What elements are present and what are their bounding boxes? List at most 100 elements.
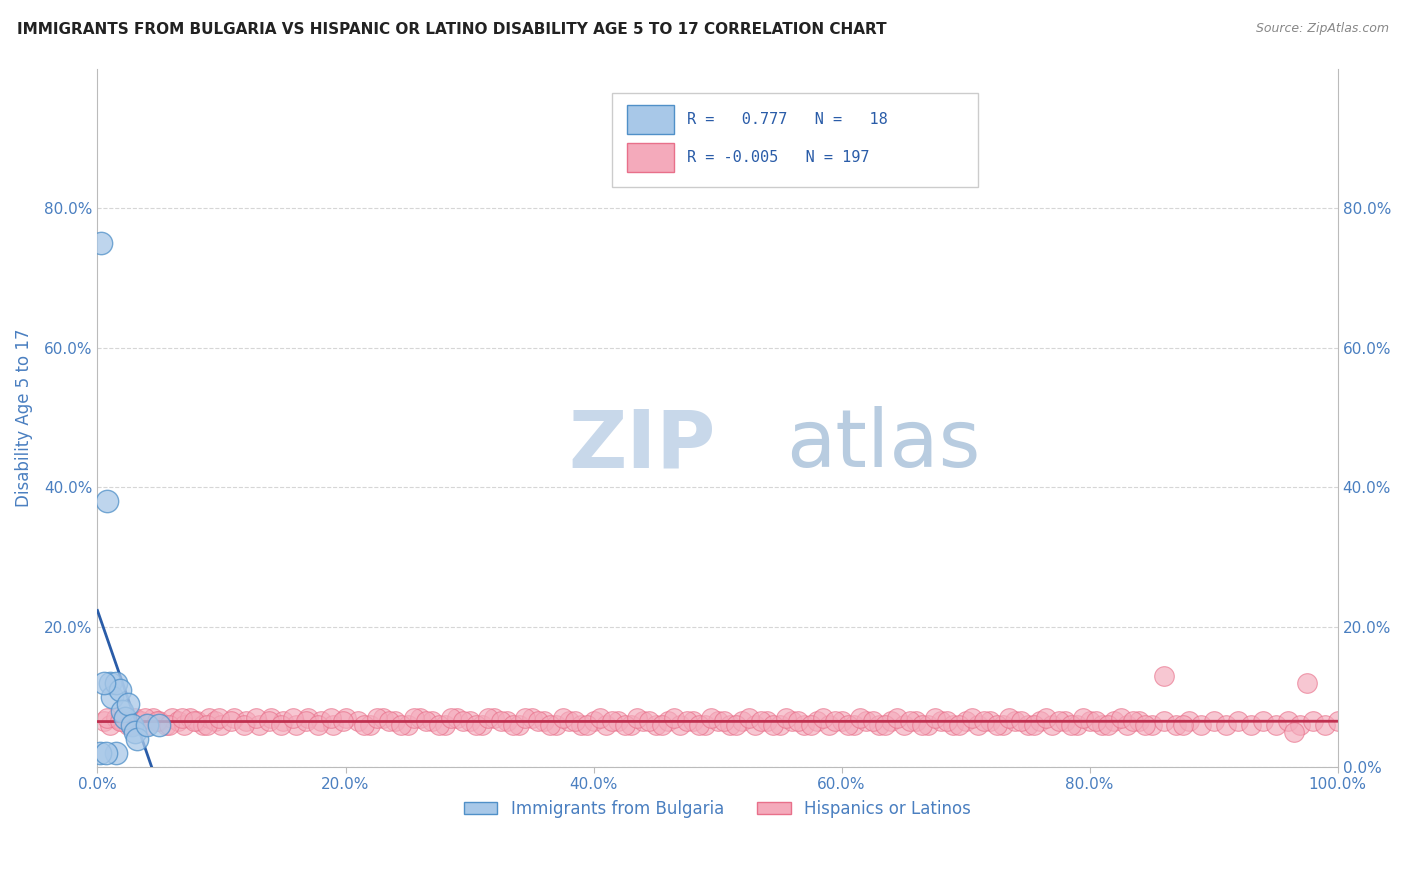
Point <box>89 746 111 760</box>
Text: R = -0.005   N = 197: R = -0.005 N = 197 <box>686 150 869 165</box>
Point <box>1047 714 1070 729</box>
Point <box>378 714 401 729</box>
Point <box>991 717 1014 731</box>
Point <box>157 717 180 731</box>
Point <box>775 711 797 725</box>
Point <box>855 714 877 729</box>
Point <box>183 714 205 729</box>
Text: Source: ZipAtlas.com: Source: ZipAtlas.com <box>1256 22 1389 36</box>
Point <box>121 717 143 731</box>
Point <box>284 717 307 731</box>
Point <box>713 714 735 729</box>
Point <box>101 690 124 704</box>
Point <box>396 717 419 731</box>
Point <box>1289 717 1312 731</box>
Point <box>204 714 226 729</box>
Point <box>749 714 772 729</box>
Point <box>1091 717 1114 731</box>
Point <box>682 714 704 729</box>
Point <box>787 714 810 729</box>
Point <box>1053 714 1076 729</box>
Point <box>347 714 370 729</box>
Point <box>495 714 517 729</box>
Point <box>886 711 908 725</box>
Point <box>960 711 983 725</box>
Point <box>108 682 131 697</box>
Point <box>283 711 305 725</box>
Point <box>1202 714 1225 729</box>
Point <box>307 717 329 731</box>
Point <box>489 714 512 729</box>
Point <box>1029 714 1052 729</box>
Point <box>335 711 357 725</box>
Point <box>502 717 524 731</box>
Point <box>1284 724 1306 739</box>
Point <box>186 714 208 729</box>
Point <box>657 714 679 729</box>
Point <box>322 717 344 731</box>
Point <box>589 711 612 725</box>
Text: atlas: atlas <box>786 407 980 484</box>
Point <box>96 494 118 508</box>
Point <box>260 711 283 725</box>
Point <box>148 717 170 731</box>
Point <box>620 717 643 731</box>
Point <box>936 714 959 729</box>
FancyBboxPatch shape <box>627 105 673 134</box>
Point <box>1140 717 1163 731</box>
Point <box>1189 717 1212 731</box>
Point <box>1042 717 1064 731</box>
Point <box>384 714 406 729</box>
Point <box>942 717 965 731</box>
Point <box>1097 717 1119 731</box>
Point <box>744 717 766 731</box>
Point <box>136 717 159 731</box>
Point <box>477 711 499 725</box>
Y-axis label: Disability Age 5 to 17: Disability Age 5 to 17 <box>15 328 32 507</box>
Point <box>576 717 599 731</box>
Point <box>533 714 555 729</box>
Point <box>332 714 354 729</box>
Point <box>160 711 183 725</box>
Point <box>806 714 828 729</box>
Point <box>433 717 456 731</box>
Point <box>208 711 231 725</box>
Point <box>569 717 592 731</box>
Point <box>831 714 853 729</box>
Point <box>1153 669 1175 683</box>
Point <box>221 714 243 729</box>
Point <box>700 711 723 725</box>
Point <box>371 711 394 725</box>
Point <box>359 717 381 731</box>
Point <box>90 235 112 250</box>
Point <box>731 714 754 729</box>
Point <box>868 717 890 731</box>
FancyBboxPatch shape <box>612 93 979 187</box>
Point <box>1010 714 1032 729</box>
Point <box>948 717 970 731</box>
Point <box>800 717 823 731</box>
Point <box>793 717 815 731</box>
Point <box>986 717 1008 731</box>
Point <box>1115 717 1137 731</box>
Point <box>917 717 939 731</box>
Point <box>270 717 292 731</box>
Point <box>273 714 295 729</box>
Point <box>818 717 841 731</box>
Point <box>420 714 443 729</box>
Point <box>873 717 896 731</box>
Point <box>688 717 710 731</box>
Point <box>105 711 128 725</box>
Point <box>718 717 741 731</box>
Point <box>155 717 177 731</box>
Point <box>484 711 506 725</box>
Point <box>929 714 952 729</box>
Point <box>1022 717 1045 731</box>
Point <box>1060 717 1083 731</box>
Point <box>124 711 146 725</box>
Point <box>607 714 630 729</box>
Point <box>1078 714 1101 729</box>
Point <box>706 714 728 729</box>
Point <box>129 714 152 729</box>
Point <box>108 714 131 729</box>
